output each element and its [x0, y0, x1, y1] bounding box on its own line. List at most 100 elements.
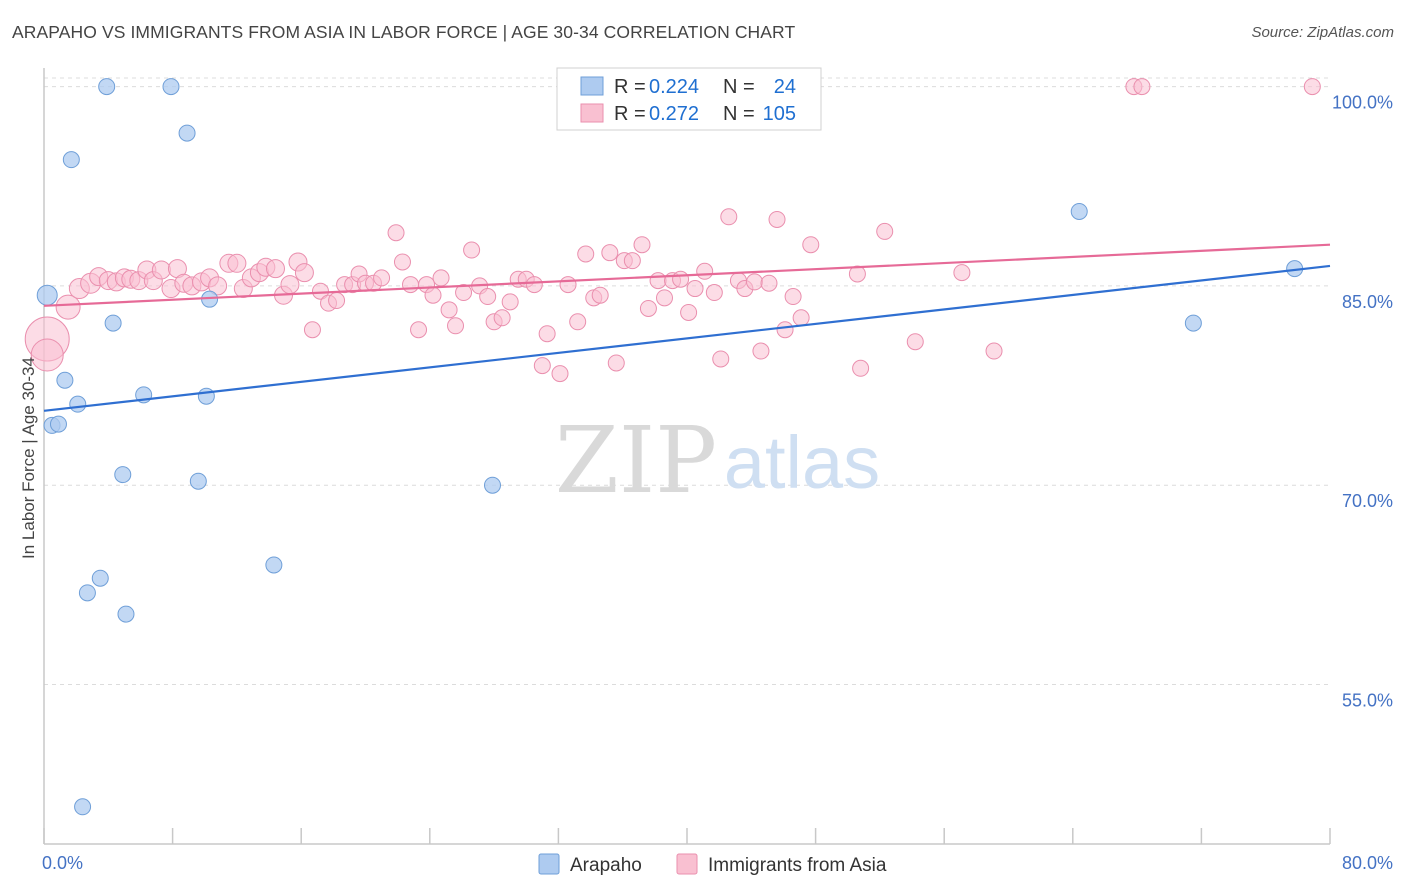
- asia-point-48: [432, 269, 450, 287]
- arapaho-point-2: [49, 415, 67, 433]
- grid-lines: [44, 77, 1330, 686]
- asia-point-44: [402, 276, 420, 294]
- asia-point-41: [373, 269, 391, 287]
- arapaho-point-7: [78, 584, 96, 602]
- x-tick-label-1: 80.0%: [1342, 853, 1393, 873]
- asia-point-52: [463, 241, 481, 259]
- arapaho-point-12: [117, 605, 135, 623]
- arapaho-point-14: [162, 78, 180, 96]
- asia-point-81: [696, 262, 714, 280]
- asia-point-80: [686, 280, 704, 298]
- asia-point-1: [30, 338, 64, 372]
- asia-point-100: [985, 342, 1003, 360]
- legend-label-arapaho: Arapaho: [570, 855, 642, 876]
- arapaho-point-8: [91, 569, 109, 587]
- asia-point-95: [848, 265, 866, 283]
- arapaho-point-20: [483, 476, 501, 494]
- asia-point-32: [303, 321, 321, 339]
- arapaho-point-11: [114, 466, 132, 484]
- asia-point-75: [649, 272, 667, 290]
- legend-r-value-arapaho: 0.224: [649, 76, 699, 98]
- asia-point-102: [1133, 78, 1151, 96]
- y-tick-label-3: 100.0%: [1332, 93, 1393, 113]
- asia-point-61: [533, 357, 551, 375]
- legend-n-value-arapaho: 24: [774, 76, 796, 98]
- asia-point-98: [906, 333, 924, 351]
- asia-point-88: [752, 342, 770, 360]
- asia-point-43: [393, 253, 411, 271]
- asia-point-78: [672, 270, 690, 288]
- legend-swatch-bottom-arapaho: [538, 853, 560, 875]
- asia-point-90: [768, 210, 786, 228]
- y-tick-label-1: 70.0%: [1342, 491, 1393, 511]
- asia-point-42: [387, 224, 405, 242]
- asia-point-99: [953, 264, 971, 282]
- arapaho-point-9: [98, 78, 116, 96]
- watermark-atlas: atlas: [724, 421, 880, 504]
- asia-point-89: [760, 274, 778, 292]
- y-tick-label-0: 55.0%: [1342, 691, 1393, 711]
- asia-point-82: [705, 284, 723, 302]
- asia-point-2: [55, 294, 81, 320]
- asia-point-66: [577, 245, 595, 263]
- arapaho-trend-line: [43, 264, 1331, 412]
- asia-point-103: [1303, 78, 1321, 96]
- asia-point-64: [559, 276, 577, 294]
- trend-lines: [43, 243, 1331, 412]
- arapaho-point-4: [62, 151, 80, 169]
- tick-labels: 55.0% 70.0% 85.0% 100.0% 0.0% 80.0%: [42, 93, 1393, 873]
- asia-point-31: [294, 263, 314, 283]
- legend-n-label-arapaho: N =: [723, 76, 755, 98]
- legend-swatch-arapaho: [580, 76, 604, 96]
- asia-point-20: [208, 276, 228, 296]
- stats-legend: R = 0.224 N = 24 R = 0.272 N = 105: [556, 67, 822, 131]
- asia-point-70: [607, 354, 625, 372]
- arapaho-point-3: [56, 371, 74, 389]
- asia-point-73: [633, 236, 651, 254]
- arapaho-point-10: [104, 314, 122, 332]
- asia-point-62: [538, 325, 556, 343]
- arapaho-point-22: [1184, 314, 1202, 332]
- asia-point-84: [720, 208, 738, 226]
- asia-point-45: [410, 321, 428, 339]
- y-tick-label-2: 85.0%: [1342, 292, 1393, 312]
- asia-point-68: [591, 286, 609, 304]
- arapaho-point-5: [69, 395, 87, 413]
- series-legend: Arapaho Immigrants from Asia: [538, 853, 887, 876]
- asia-point-96: [852, 359, 870, 377]
- asia-point-69: [601, 244, 619, 262]
- legend-n-label-asia: N =: [723, 103, 755, 125]
- asia-point-57: [501, 293, 519, 311]
- asia-point-91: [776, 321, 794, 339]
- asia-point-35: [328, 292, 346, 310]
- asia-point-79: [680, 303, 698, 321]
- asia-point-63: [551, 365, 569, 383]
- watermark: ZIP atlas: [555, 407, 880, 514]
- arapaho-point-15: [178, 124, 196, 142]
- arapaho-point-16: [189, 472, 207, 490]
- asia-point-13: [151, 260, 171, 280]
- axes: [43, 68, 1331, 845]
- asia-point-49: [440, 301, 458, 319]
- arapaho-point-6: [74, 798, 92, 816]
- asia-point-56: [493, 309, 511, 327]
- asia-point-22: [227, 253, 247, 273]
- legend-r-label-asia: R =: [614, 103, 646, 125]
- legend-r-label-arapaho: R =: [614, 76, 646, 98]
- chart-title: ARAPAHO VS IMMIGRANTS FROM ASIA IN LABOR…: [12, 22, 796, 42]
- asia-point-29: [280, 275, 300, 295]
- asia-point-76: [655, 289, 673, 307]
- x-tick-label-0: 0.0%: [42, 853, 83, 873]
- asia-point-65: [569, 313, 587, 331]
- asia-point-47: [424, 286, 442, 304]
- legend-swatch-asia: [580, 103, 604, 123]
- arapaho-point-17: [197, 387, 215, 405]
- asia-point-50: [447, 317, 465, 335]
- legend-r-value-asia: 0.272: [649, 103, 699, 125]
- asia-point-94: [802, 236, 820, 254]
- arapaho-point-21: [1070, 202, 1088, 220]
- watermark-zip: ZIP: [555, 407, 717, 514]
- legend-swatch-bottom-asia: [676, 853, 698, 875]
- asia-point-27: [265, 259, 285, 279]
